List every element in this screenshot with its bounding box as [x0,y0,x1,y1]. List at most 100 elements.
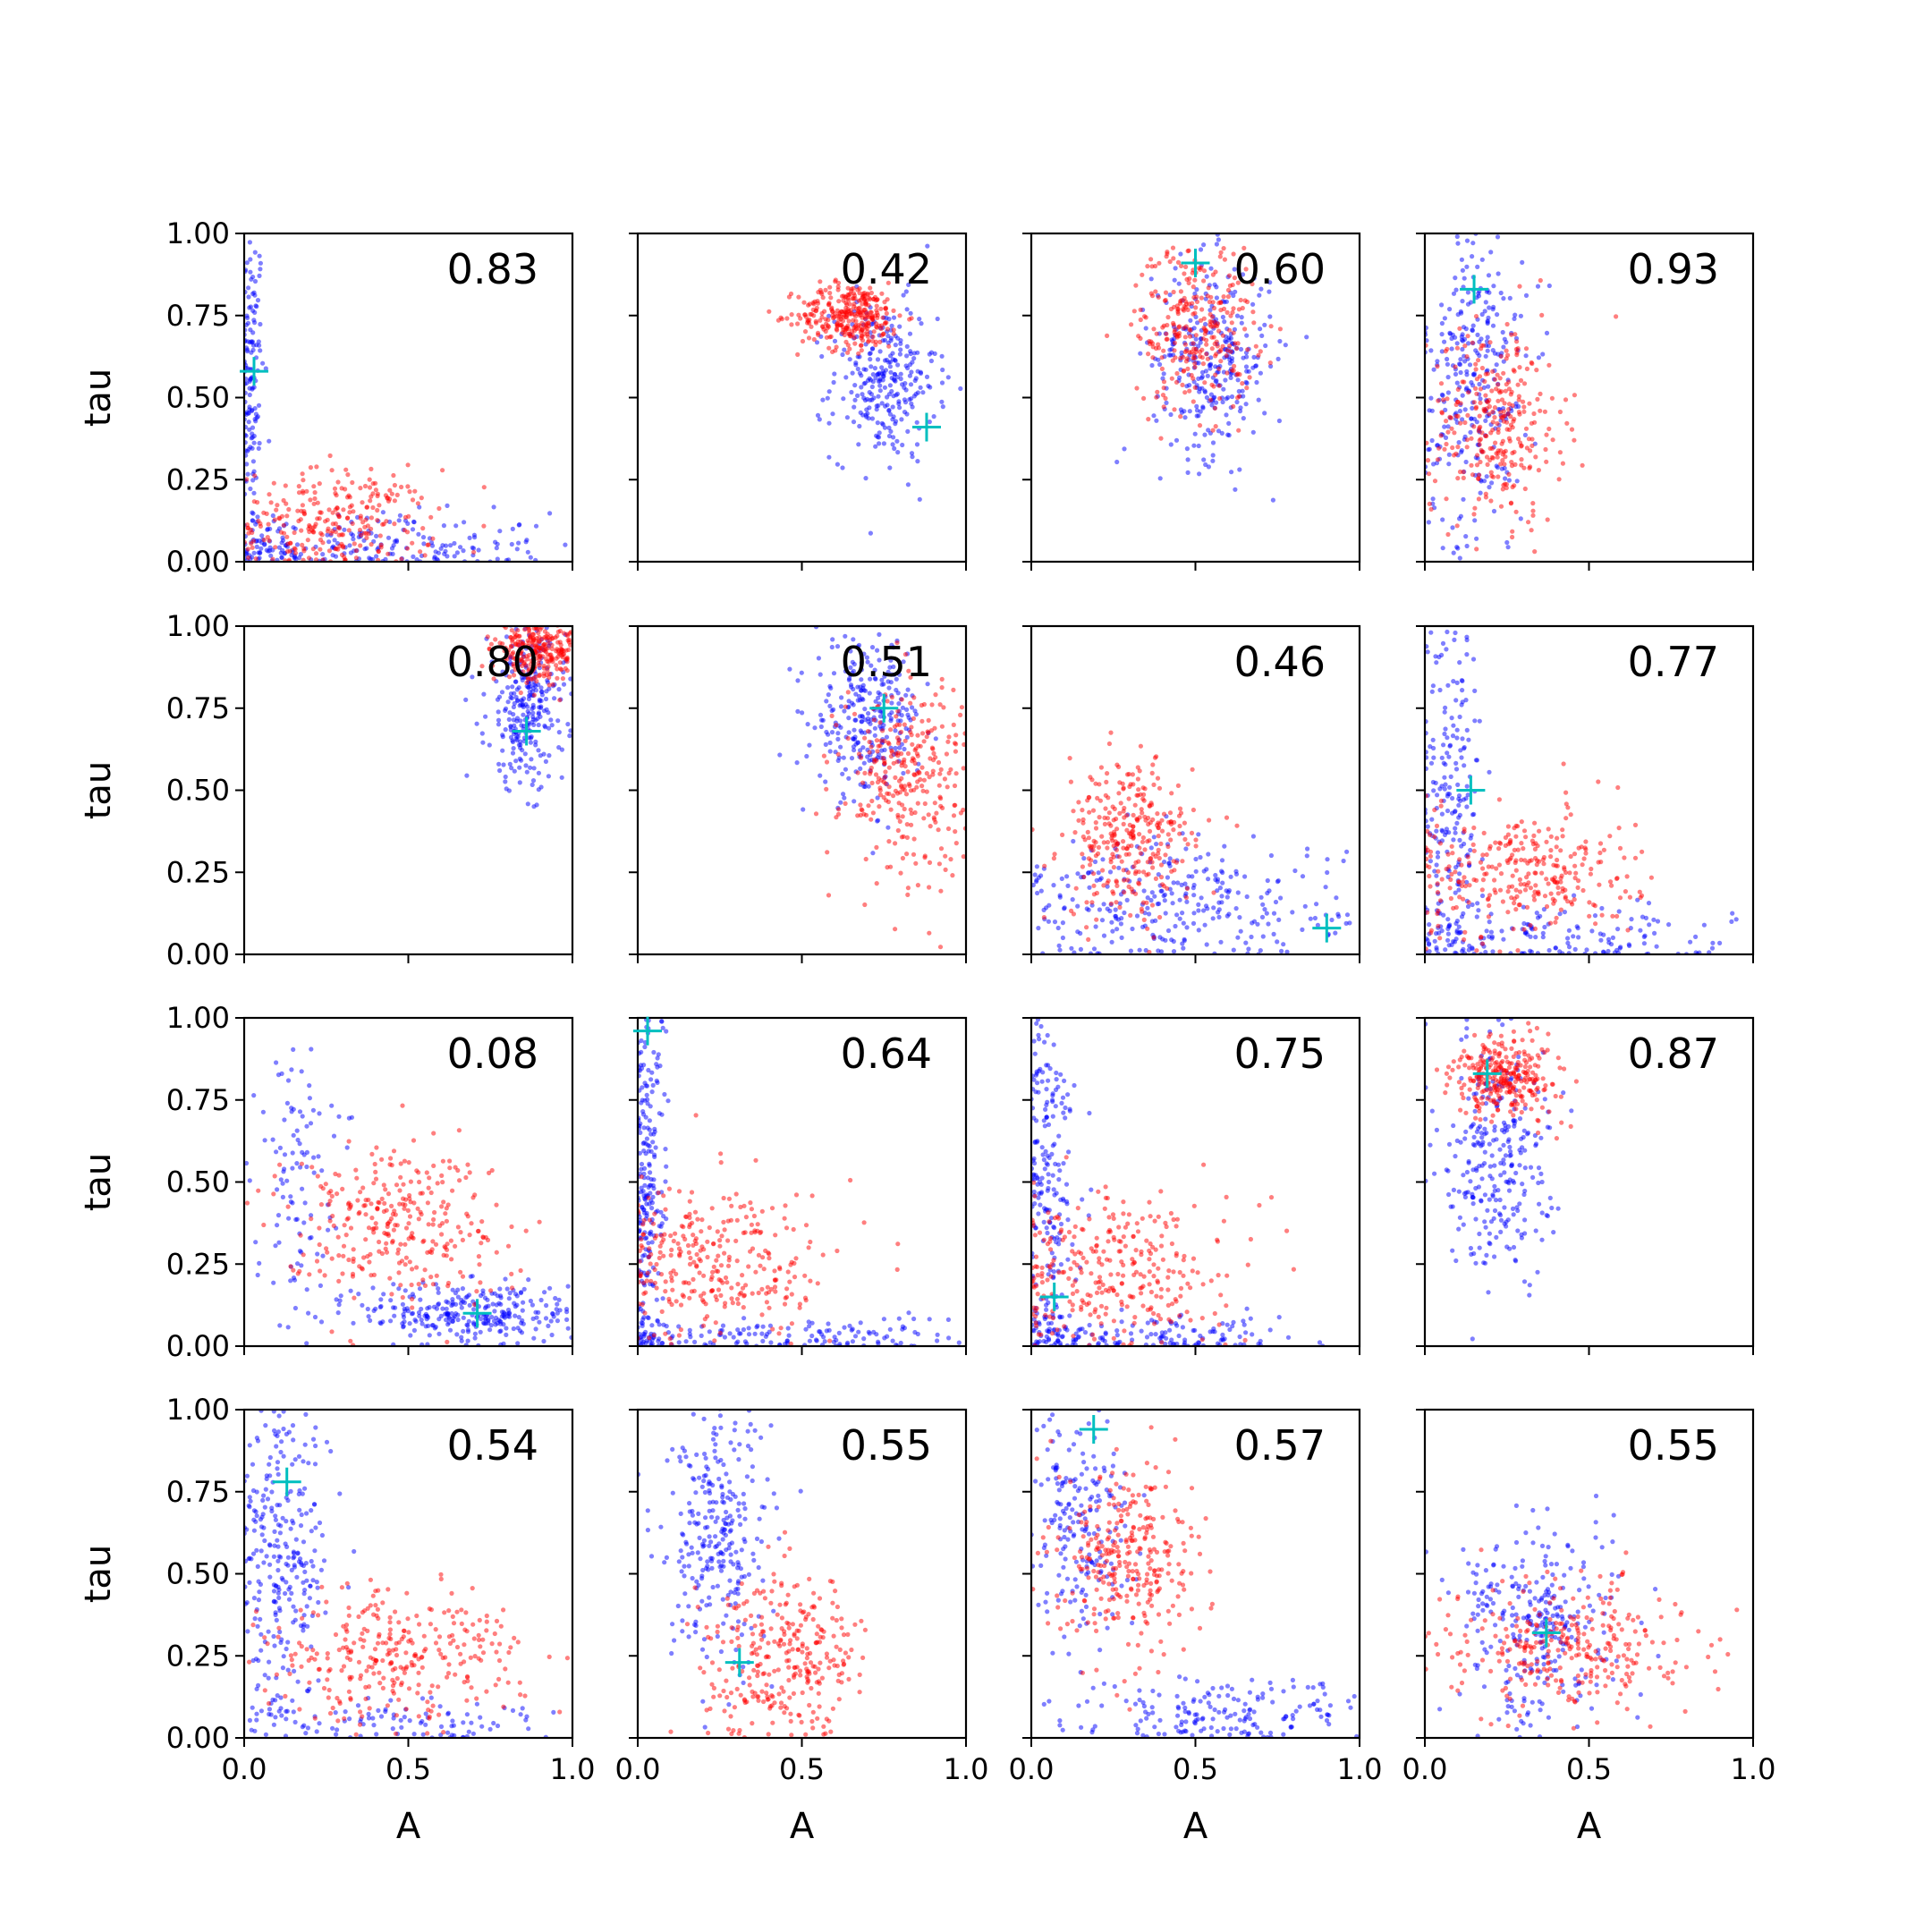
red-point [244,522,250,528]
blue-point [247,392,252,398]
blue-point [859,660,864,665]
red-point [1196,200,1200,205]
blue-point [827,740,833,746]
red-point [897,313,902,318]
red-point [1146,417,1151,422]
blue-point [1197,471,1202,477]
blue-point [1565,936,1571,941]
blue-point [859,677,864,682]
blue-point [1122,910,1127,916]
red-point [1469,436,1474,441]
blue-point [291,525,296,530]
blue-point [1457,714,1462,720]
blue-point [1436,654,1442,660]
blue-point [875,372,880,377]
panel-7: 0.46 [1022,624,1361,963]
red-point [539,620,544,624]
red-point [1122,877,1127,883]
blue-point [1614,947,1620,953]
red-point [1462,875,1467,880]
blue-point [534,802,539,808]
red-point [313,551,319,556]
blue-point [903,363,909,369]
panel-value-label: 0.93 [1628,245,1719,293]
blue-point [1483,949,1488,954]
blue-point [910,454,915,460]
red-point [1610,913,1615,919]
blue-point [512,768,517,774]
red-point [246,555,251,561]
red-point [1149,770,1155,776]
red-point [1163,290,1169,295]
blue-point [841,396,846,402]
red-point [938,767,944,773]
red-point [835,327,840,333]
blue-point [1487,934,1492,939]
red-point [1193,333,1199,338]
blue-point [897,352,903,357]
blue-point [863,367,869,372]
red-point [1546,826,1551,832]
blue-point [533,742,538,748]
blue-point [1168,442,1174,447]
red-point [1138,851,1143,856]
blue-point [507,761,513,767]
blue-point [846,730,852,735]
blue-point [1458,357,1463,362]
red-point [558,642,564,648]
blue-point [1344,912,1351,918]
blue-point [1635,897,1640,902]
blue-point [1640,914,1646,919]
red-point [841,298,846,303]
blue-point [1270,497,1275,503]
blue-point [510,750,516,756]
red-point [347,504,352,510]
blue-point [254,343,259,348]
red-point [522,627,528,632]
red-point [921,816,927,821]
blue-point [397,513,402,518]
blue-point [819,353,825,360]
blue-point [919,321,924,326]
red-point [1555,879,1560,885]
blue-point [1462,275,1467,281]
blue-point [1566,928,1572,933]
blue-point [1428,348,1434,353]
red-point [389,491,394,496]
red-point [873,339,878,344]
red-point [373,480,378,486]
blue-point [1171,938,1176,945]
red-point [1216,328,1222,334]
red-point [1587,913,1592,919]
red-point [1137,768,1142,774]
blue-point [1114,927,1120,932]
red-point [1572,437,1577,443]
panel-3: 0.60 [1022,200,1361,571]
red-point [1191,341,1196,346]
red-point [1530,508,1536,513]
red-point [1548,848,1554,853]
truth-marker [911,412,941,442]
red-point [1154,331,1159,336]
red-point [1506,402,1513,407]
red-point [1512,896,1517,902]
red-point [874,303,879,309]
blue-point [1347,920,1352,926]
blue-point [805,722,810,727]
panel-points [1425,626,1739,954]
red-point [1150,852,1156,857]
red-point [1538,277,1543,284]
blue-point [1457,409,1462,414]
blue-point [1442,154,1446,158]
red-point [950,873,955,878]
blue-point [1439,332,1445,337]
red-point [1445,396,1450,402]
blue-point [1445,390,1451,395]
red-point [1170,245,1176,250]
red-point [580,600,584,605]
blue-point [522,751,528,757]
red-point [1466,900,1471,905]
red-point [1504,419,1510,425]
red-point [1438,798,1444,804]
blue-point [1141,888,1147,894]
